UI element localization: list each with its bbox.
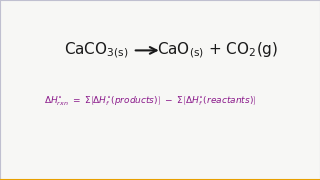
Text: CaCO$_{\mathregular{3(s)}}$: CaCO$_{\mathregular{3(s)}}$ <box>64 41 128 60</box>
Text: CaO$_{\mathregular{(s)}}$ + CO$_{\mathregular{2}}$(g): CaO$_{\mathregular{(s)}}$ + CO$_{\mathre… <box>157 41 278 60</box>
Text: $\Delta H^{\circ}_{rxn}\ =\ \Sigma\left[\Delta H^{\circ}_{f}(products)\right]\ -: $\Delta H^{\circ}_{rxn}\ =\ \Sigma\left[… <box>44 94 256 107</box>
